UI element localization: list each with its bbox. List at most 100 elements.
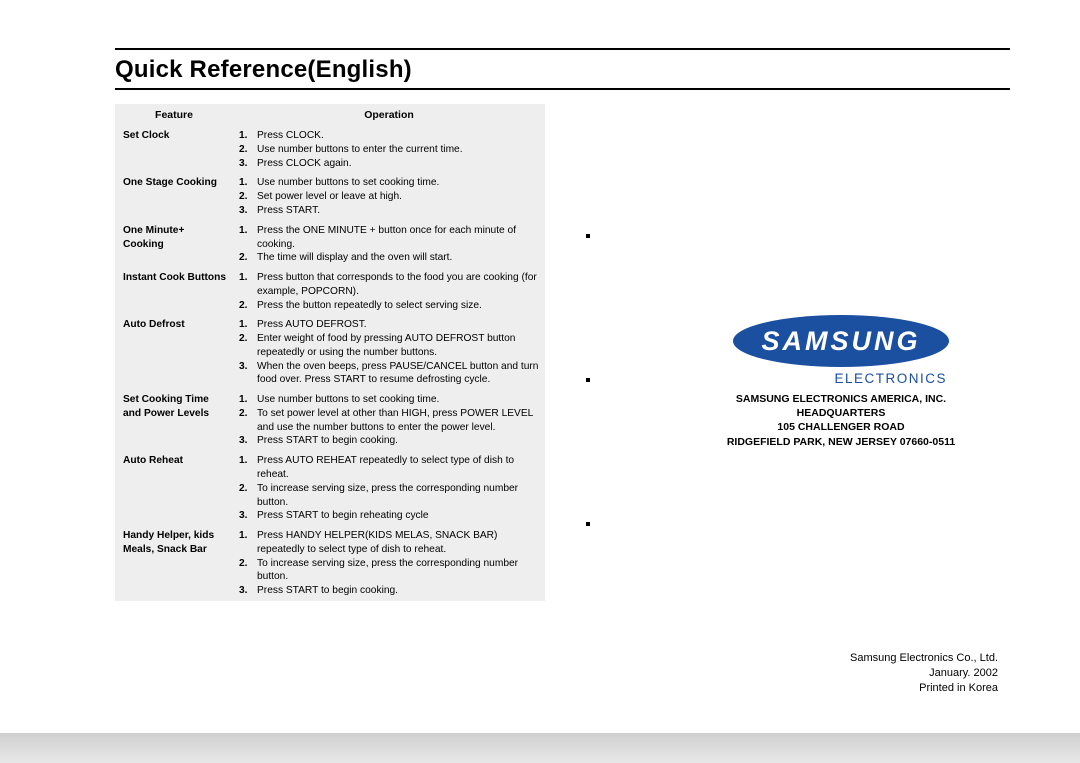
- step-text: Use number buttons to enter the current …: [257, 144, 463, 155]
- steps-list: 1. Use number buttons to set cooking time…: [239, 393, 539, 448]
- step-text: Enter weight of food by pressing AUTO DE…: [257, 333, 515, 358]
- step-number: 2.: [239, 332, 248, 346]
- step-item: 1.Press CLOCK.: [253, 129, 539, 143]
- operation-cell: 1. Press HANDY HELPER(KIDS MELAS, SNACK B…: [233, 526, 545, 601]
- step-number: 3.: [239, 360, 248, 374]
- step-item: 2.The time will display and the oven wil…: [253, 251, 539, 265]
- step-number: 1.: [239, 224, 248, 238]
- step-item: 3.Press CLOCK again.: [253, 157, 539, 171]
- steps-list: 1. Press AUTO REHEAT repeatedly to select…: [239, 454, 539, 523]
- step-number: 3.: [239, 204, 248, 218]
- steps-list: 1. Press HANDY HELPER(KIDS MELAS, SNACK B…: [239, 529, 539, 598]
- operation-cell: 1. Use number buttons to set cooking time…: [233, 390, 545, 451]
- step-number: 1.: [239, 176, 248, 190]
- operation-cell: 1.Use number buttons to set cooking time…: [233, 173, 545, 220]
- table-row: One Minute+ Cooking 1. Press the ONE MINUT…: [115, 221, 545, 268]
- feature-cell: Auto Reheat: [115, 451, 233, 526]
- step-number: 3.: [239, 509, 248, 523]
- step-item: 3.Press START.: [253, 204, 539, 218]
- step-number: 2.: [239, 190, 248, 204]
- feature-cell: Instant Cook Buttons: [115, 268, 233, 315]
- address-line: HEADQUARTERS: [681, 406, 1001, 420]
- table-row: One Stage Cooking 1.Use number buttons to…: [115, 173, 545, 220]
- feature-cell: Set Cooking Time and Power Levels: [115, 390, 233, 451]
- content-row: Feature Operation Set Clock1.Press CLOCK…: [115, 104, 1010, 704]
- step-number: 2.: [239, 482, 248, 496]
- logo-block: SAMSUNG ELECTRONICS SAMSUNG ELECTRONICS …: [681, 314, 1001, 449]
- feature-cell: Auto Defrost: [115, 315, 233, 390]
- step-text: Press START.: [257, 205, 320, 216]
- operation-cell: 1. Press AUTO REHEAT repeatedly to select…: [233, 451, 545, 526]
- table-row: Set Cooking Time and Power Levels 1. Use n…: [115, 390, 545, 451]
- step-item: 2.To increase serving size, press the co…: [253, 557, 539, 585]
- feature-cell: One Stage Cooking: [115, 173, 233, 220]
- samsung-logo-icon: SAMSUNG: [731, 314, 951, 368]
- table-row: Auto Reheat 1. Press AUTO REHEAT repeatedl…: [115, 451, 545, 526]
- step-text: Press CLOCK.: [257, 130, 324, 141]
- step-text: Press the ONE MINUTE + button once for e…: [257, 225, 516, 250]
- reference-table: Feature Operation Set Clock1.Press CLOCK…: [115, 104, 545, 601]
- steps-list: 1.Press AUTO DEFROST.2.Enter weight of f…: [239, 318, 539, 387]
- step-item: 2.Use number buttons to enter the curren…: [253, 143, 539, 157]
- step-number: 2.: [239, 299, 248, 313]
- right-column: SAMSUNG ELECTRONICS SAMSUNG ELECTRONICS …: [631, 104, 1010, 704]
- step-text: To set power level at other than HIGH, p…: [257, 408, 533, 433]
- step-number: 1.: [239, 393, 248, 407]
- page-title: Quick Reference(English): [115, 56, 1010, 84]
- step-item: 2.Enter weight of food by pressing AUTO …: [253, 332, 539, 360]
- table-header-row: Feature Operation: [115, 104, 545, 126]
- step-number: 3.: [239, 434, 248, 448]
- footer-line: Samsung Electronics Co., Ltd.: [850, 651, 998, 666]
- steps-list: 1.Use number buttons to set cooking time…: [239, 176, 539, 217]
- steps-list: 1.Press CLOCK.2.Use number buttons to en…: [239, 129, 539, 170]
- feature-cell: One Minute+ Cooking: [115, 221, 233, 268]
- step-text: Press the button repeatedly to select se…: [257, 300, 482, 311]
- step-number: 2.: [239, 143, 248, 157]
- operation-cell: 1.Press CLOCK.2.Use number buttons to en…: [233, 126, 545, 173]
- steps-list: 1. Press the ONE MINUTE + button once for…: [239, 224, 539, 265]
- step-text: Press AUTO DEFROST.: [257, 319, 367, 330]
- step-item: 1.Press the ONE MINUTE + button once for…: [253, 224, 539, 252]
- step-item: 1.Press AUTO REHEAT repeatedly to select…: [253, 454, 539, 482]
- table-row: Handy Helper, kids Meals, Snack Bar 1. Pre…: [115, 526, 545, 601]
- feature-cell: Handy Helper, kids Meals, Snack Bar: [115, 526, 233, 601]
- address-line: RIDGEFIELD PARK, NEW JERSEY 07660-0511: [681, 435, 1001, 449]
- step-text: Press START to begin cooking.: [257, 585, 398, 596]
- step-text: Use number buttons to set cooking time.: [257, 394, 439, 405]
- logo-text: SAMSUNG: [761, 326, 920, 356]
- operation-cell: 1.Press AUTO DEFROST.2.Enter weight of f…: [233, 315, 545, 390]
- step-text: Press CLOCK again.: [257, 158, 352, 169]
- table-row: Set Clock1.Press CLOCK.2.Use number butt…: [115, 126, 545, 173]
- fold-marks: [585, 104, 591, 526]
- operation-cell: 1.Press button that corresponds to the f…: [233, 268, 545, 315]
- step-item: 2.Press the button repeatedly to select …: [253, 299, 539, 313]
- footer-line: January. 2002: [850, 666, 998, 681]
- step-text: Set power level or leave at high.: [257, 191, 402, 202]
- fold-dot: [586, 378, 590, 382]
- step-number: 1.: [239, 129, 248, 143]
- left-column: Feature Operation Set Clock1.Press CLOCK…: [115, 104, 545, 601]
- feature-cell: Set Clock: [115, 126, 233, 173]
- step-item: 1.Press HANDY HELPER(KIDS MELAS, SNACK B…: [253, 529, 539, 557]
- fold-dot: [586, 522, 590, 526]
- header-operation: Operation: [233, 104, 545, 126]
- step-text: Press AUTO REHEAT repeatedly to select t…: [257, 455, 514, 480]
- footer-block: Samsung Electronics Co., Ltd. January. 2…: [850, 651, 998, 696]
- step-item: 3.When the oven beeps, press PAUSE/CANCE…: [253, 360, 539, 388]
- step-item: 2.To set power level at other than HIGH,…: [253, 407, 539, 435]
- step-item: 2.Set power level or leave at high.: [253, 190, 539, 204]
- step-number: 1.: [239, 529, 248, 543]
- step-number: 2.: [239, 251, 248, 265]
- step-item: 1.Use number buttons to set cooking time…: [253, 176, 539, 190]
- steps-list: 1.Press button that corresponds to the f…: [239, 271, 539, 312]
- step-item: 1.Use number buttons to set cooking time…: [253, 393, 539, 407]
- address-line: SAMSUNG ELECTRONICS AMERICA, INC.: [681, 392, 1001, 406]
- step-number: 1.: [239, 454, 248, 468]
- step-text: To increase serving size, press the corr…: [257, 558, 518, 583]
- step-text: Press HANDY HELPER(KIDS MELAS, SNACK BAR…: [257, 530, 497, 555]
- top-rule: [115, 48, 1010, 50]
- bottom-shadow: [0, 733, 1080, 763]
- step-item: 3.Press START to begin reheating cycle: [253, 509, 539, 523]
- step-number: 2.: [239, 407, 248, 421]
- step-text: Press START to begin reheating cycle: [257, 510, 429, 521]
